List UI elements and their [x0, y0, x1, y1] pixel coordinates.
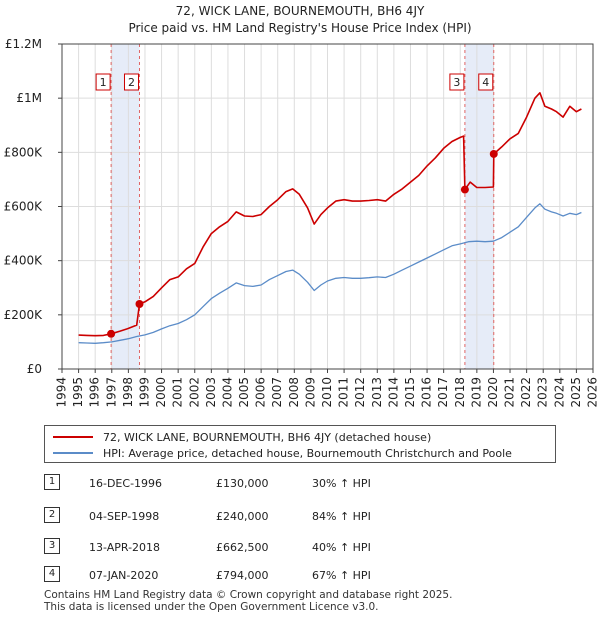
- x-tick-label: 2023: [536, 377, 550, 408]
- sale-point: [107, 329, 116, 338]
- sale-date: 04-SEP-1998: [89, 510, 160, 523]
- x-tick-label: 2017: [436, 377, 450, 408]
- y-tick-label: £400K: [4, 254, 44, 268]
- sale-label-number: 3: [453, 76, 460, 89]
- sale-hpi-change: 84% ↑ HPI: [312, 510, 371, 523]
- sale-label-box: [478, 73, 494, 91]
- x-tick-label: 1994: [55, 377, 69, 408]
- x-tick-label: 2003: [204, 377, 218, 408]
- sale-date: 07-JAN-2020: [89, 569, 159, 582]
- x-tick-label: 2026: [586, 377, 600, 408]
- legend-swatch-property: [53, 436, 93, 438]
- x-tick-label: 2020: [486, 377, 500, 408]
- table-row: 4 07-JAN-2020 £794,000 67% ↑ HPI: [0, 566, 600, 586]
- sale-price: £130,000: [216, 477, 269, 490]
- hpi-line: [78, 203, 582, 344]
- sale-point: [135, 300, 144, 308]
- x-tick-label: 2025: [569, 377, 583, 408]
- sale-point: [489, 149, 498, 158]
- x-tick-label: 2009: [303, 377, 317, 408]
- sale-label-box: [123, 73, 139, 91]
- legend-swatch-hpi: [53, 452, 93, 454]
- x-tick-label: 2024: [552, 377, 566, 408]
- x-tick-label: 2001: [171, 377, 185, 408]
- sale-hpi-change: 30% ↑ HPI: [312, 477, 371, 490]
- x-tick-label: 1996: [88, 377, 102, 408]
- legend-label-hpi: HPI: Average price, detached house, Bour…: [103, 446, 512, 460]
- x-tick-label: 2004: [220, 377, 234, 408]
- x-tick-label: 2007: [270, 377, 284, 408]
- legend-item-hpi: HPI: Average price, detached house, Bour…: [53, 445, 512, 461]
- x-tick-label: 1995: [71, 377, 85, 408]
- sale-label-number: 4: [482, 76, 489, 89]
- x-tick-label: 1999: [137, 377, 151, 408]
- sale-price: £794,000: [216, 569, 269, 582]
- x-tick-label: 2022: [519, 377, 533, 408]
- x-tick-label: 2008: [287, 377, 301, 408]
- property-price-line: [78, 92, 582, 337]
- sale-number-box: 4: [44, 566, 60, 582]
- sale-date: 16-DEC-1996: [89, 477, 163, 490]
- x-tick-label: 2006: [254, 377, 268, 408]
- x-tick-label: 2015: [403, 377, 417, 408]
- x-tick-label: 2019: [469, 377, 483, 408]
- sale-label-number: 2: [128, 76, 135, 89]
- sale-hpi-change: 40% ↑ HPI: [312, 541, 371, 554]
- y-tick-label: £600K: [4, 200, 44, 214]
- x-tick-label: 2014: [386, 377, 400, 408]
- sale-hpi-change: 67% ↑ HPI: [312, 569, 371, 582]
- y-tick-label: £0: [27, 362, 42, 376]
- legend-label-property: 72, WICK LANE, BOURNEMOUTH, BH6 4JY (det…: [103, 430, 432, 444]
- chart-title: 72, WICK LANE, BOURNEMOUTH, BH6 4JY: [176, 4, 425, 18]
- footer-licence: This data is licensed under the Open Gov…: [44, 601, 379, 613]
- x-tick-label: 2016: [420, 377, 434, 408]
- table-row: 2 04-SEP-1998 £240,000 84% ↑ HPI: [0, 507, 600, 527]
- sale-point: [460, 185, 469, 194]
- y-tick-label: £1.2M: [5, 37, 42, 51]
- x-tick-label: 2005: [237, 377, 251, 408]
- y-tick-label: £200K: [4, 308, 44, 322]
- x-tick-label: 2021: [503, 377, 517, 408]
- footer: Contains HM Land Registry data © Crown c…: [44, 589, 452, 613]
- x-tick-label: 2018: [453, 377, 467, 408]
- y-tick-label: £1M: [16, 91, 42, 105]
- y-tick-label: £800K: [4, 145, 44, 159]
- x-tick-label: 2011: [337, 377, 351, 408]
- x-tick-label: 2012: [353, 377, 367, 408]
- sale-label-box: [95, 73, 111, 91]
- sale-price: £662,500: [216, 541, 269, 554]
- table-row: 1 16-DEC-1996 £130,000 30% ↑ HPI: [0, 474, 600, 494]
- sale-label-box: [449, 73, 465, 91]
- legend: 72, WICK LANE, BOURNEMOUTH, BH6 4JY (det…: [44, 425, 556, 463]
- sale-label-number: 1: [100, 76, 107, 89]
- sale-date: 13-APR-2018: [89, 541, 161, 554]
- x-tick-label: 2000: [154, 377, 168, 408]
- x-tick-label: 2013: [370, 377, 384, 408]
- chart-subtitle: Price paid vs. HM Land Registry's House …: [128, 21, 471, 35]
- x-tick-label: 1997: [104, 377, 118, 408]
- legend-item-property: 72, WICK LANE, BOURNEMOUTH, BH6 4JY (det…: [53, 429, 431, 445]
- x-tick-label: 2002: [187, 377, 201, 408]
- footer-copyright: Contains HM Land Registry data © Crown c…: [44, 589, 453, 601]
- table-row: 3 13-APR-2018 £662,500 40% ↑ HPI: [0, 538, 600, 558]
- x-tick-label: 1998: [121, 377, 135, 408]
- price-chart: 72, WICK LANE, BOURNEMOUTH, BH6 4JY Pric…: [4, 4, 600, 408]
- sale-price: £240,000: [216, 510, 269, 523]
- sale-number-box: 3: [44, 538, 60, 554]
- x-tick-label: 2010: [320, 377, 334, 408]
- plot-frame: [61, 43, 594, 370]
- sale-number-box: 2: [44, 507, 60, 523]
- sale-number-box: 1: [44, 474, 60, 490]
